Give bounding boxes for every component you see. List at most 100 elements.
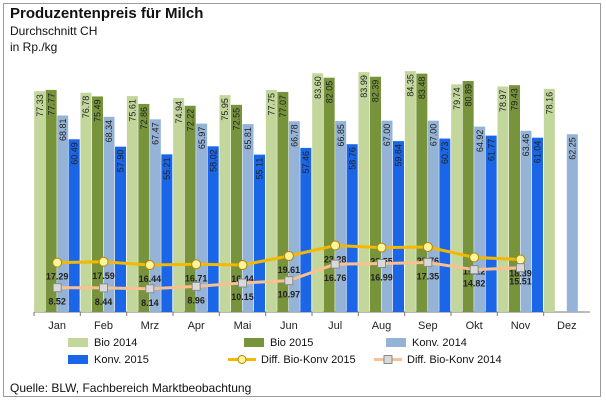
bar-value-label: 78.16 — [545, 92, 555, 115]
line-point-1-2 — [145, 284, 155, 294]
line-point-0-3 — [191, 259, 202, 270]
line-value-label: 15.51 — [509, 277, 532, 287]
line-point-1-5 — [284, 276, 294, 286]
bar-1-10 — [509, 85, 520, 312]
bar-3-1 — [115, 146, 126, 312]
bar-3-6 — [346, 144, 358, 312]
bar-value-label: 57.46 — [301, 151, 311, 174]
x-tick-label: Mai — [234, 320, 252, 332]
line-value-label: 16.76 — [324, 273, 347, 283]
chart-subtitle: Durchschnitt CH — [10, 24, 98, 38]
bar-0-4 — [219, 95, 231, 313]
bar-value-label: 58.76 — [347, 147, 357, 170]
line-point-1-8 — [423, 257, 433, 267]
bar-value-label: 79.74 — [452, 87, 462, 110]
bar-value-label: 68.34 — [104, 120, 114, 143]
bar-value-label: 67.00 — [382, 124, 392, 147]
bar-3-10 — [532, 137, 543, 312]
bar-value-label: 68.81 — [58, 119, 68, 142]
bar-3-3 — [207, 146, 219, 312]
line-point-0-9 — [469, 252, 480, 263]
bar-0-9 — [451, 84, 463, 312]
bar-value-label: 75.95 — [220, 98, 230, 121]
bar-value-label: 77.77 — [46, 93, 56, 116]
line-value-label: 17.35 — [417, 271, 440, 281]
bar-value-label: 63.46 — [521, 134, 531, 157]
bar-value-label: 83.48 — [417, 77, 427, 100]
bar-3-8 — [439, 138, 451, 312]
bar-value-label: 58.02 — [208, 149, 218, 172]
bar-2-9 — [474, 126, 486, 312]
line-value-label: 19.61 — [278, 265, 301, 275]
x-tick-label: Sep — [418, 320, 438, 332]
legend-label-2: Konv. 2014 — [412, 337, 467, 349]
bar-value-label: 77.07 — [278, 95, 288, 118]
x-tick-label: Apr — [188, 320, 205, 332]
line-point-1-9 — [469, 265, 479, 275]
x-tick-label: Jul — [328, 320, 342, 332]
bar-value-label: 60.73 — [440, 142, 450, 165]
bar-value-label: 64.92 — [475, 130, 485, 153]
line-point-1-1 — [99, 283, 108, 293]
line-point-0-4 — [237, 260, 248, 271]
bar-0-0 — [34, 91, 46, 312]
bar-value-label: 57.90 — [116, 150, 126, 173]
line-point-1-6 — [330, 259, 340, 269]
bar-value-label: 66.78 — [290, 124, 300, 147]
bar-value-label: 65.81 — [243, 127, 253, 150]
bar-3-5 — [300, 147, 312, 312]
legend-label-3: Konv. 2015 — [94, 354, 149, 366]
bar-2-5 — [288, 121, 300, 312]
bar-value-label: 80.89 — [463, 84, 473, 107]
bar-0-6 — [312, 73, 324, 312]
bar-value-label: 79.43 — [510, 88, 520, 111]
bar-value-label: 72.22 — [185, 109, 195, 132]
x-tick-label: Dez — [557, 320, 577, 332]
bar-value-label: 61.04 — [533, 141, 543, 164]
legend-label-4: Diff. Bio-Konv 2015 — [261, 354, 356, 366]
line-point-0-2 — [144, 260, 155, 271]
bar-1-4 — [231, 104, 242, 313]
bar-3-2 — [161, 154, 173, 312]
bar-2-0 — [57, 115, 69, 313]
bar-2-8 — [427, 120, 439, 312]
line-point-0-1 — [98, 256, 109, 267]
line-point-0-7 — [376, 242, 387, 253]
line-value-label: 14.82 — [463, 279, 486, 289]
bar-value-label: 77.75 — [267, 93, 277, 116]
bar-value-label: 72.55 — [232, 108, 242, 131]
x-tick-label: Jun — [280, 320, 298, 332]
bar-value-label: 61.77 — [486, 139, 496, 162]
bar-2-1 — [103, 116, 115, 312]
legend-swatch-3 — [68, 355, 88, 364]
line-value-label: 10.97 — [278, 290, 301, 300]
line-value-label: 16.71 — [185, 273, 208, 283]
bar-0-8 — [404, 71, 416, 313]
line-value-label: 10.15 — [231, 292, 254, 302]
bar-value-label: 55.11 — [255, 158, 265, 180]
bar-value-label: 72.86 — [139, 107, 149, 130]
bar-value-label: 75.61 — [128, 99, 138, 122]
bar-value-label: 74.94 — [174, 101, 184, 124]
bar-2-4 — [242, 124, 254, 312]
line-value-label: 16.44 — [139, 274, 162, 284]
legend-swatch-1 — [244, 338, 264, 347]
x-tick-label: Nov — [511, 320, 531, 332]
x-tick-label: Mrz — [141, 320, 159, 332]
bar-2-2 — [149, 119, 161, 312]
bar-1-1 — [92, 96, 103, 312]
bar-0-2 — [126, 96, 138, 312]
bar-value-label: 66.85 — [336, 124, 346, 147]
line-point-0-8 — [422, 242, 433, 253]
line-value-label: 18.39 — [509, 268, 532, 278]
bar-2-7 — [381, 120, 393, 312]
bar-1-9 — [462, 81, 474, 312]
bar-3-9 — [485, 135, 497, 312]
bar-0-1 — [80, 92, 92, 312]
line-point-0-10 — [515, 254, 526, 265]
bar-2-11 — [566, 134, 578, 312]
legend-label-0: Bio 2014 — [94, 337, 137, 349]
bar-value-label: 83.99 — [359, 75, 369, 98]
legend-marker-4 — [237, 355, 247, 364]
